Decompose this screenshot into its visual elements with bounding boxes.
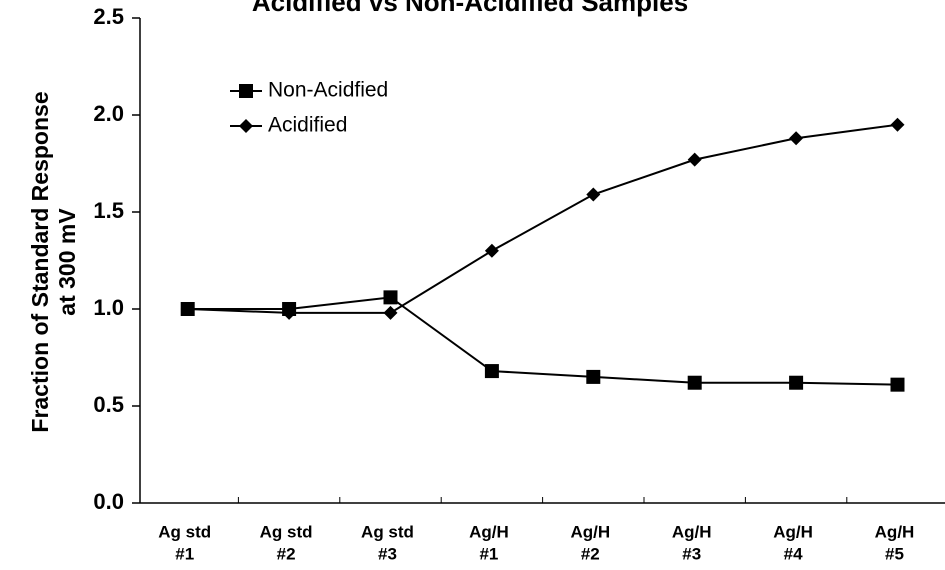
chart-title: Acidified vs Non-Acidified Samples <box>252 0 688 17</box>
series-line <box>187 123 898 314</box>
x-tick-label: #4 <box>784 544 803 563</box>
x-tick-label: Ag std <box>260 522 313 541</box>
data-point <box>890 377 905 392</box>
y-tick-label: 1.0 <box>93 295 124 320</box>
x-tick-label: #3 <box>378 544 397 563</box>
data-point <box>180 302 195 316</box>
y-axis-title-line: Fraction of Standard Response <box>27 91 53 432</box>
y-tick-label: 2.0 <box>93 101 124 126</box>
legend-marker <box>239 84 253 98</box>
y-axis-title: Fraction of Standard Response at 300 mV <box>27 91 80 432</box>
y-tick-label: 0.5 <box>93 392 124 417</box>
data-point <box>383 290 398 305</box>
data-point <box>383 305 398 320</box>
legend-label: Acidified <box>268 114 347 137</box>
data-point <box>484 243 499 258</box>
data-point <box>282 305 297 320</box>
series-line <box>187 296 898 386</box>
y-tick-label: 1.5 <box>93 198 124 223</box>
x-tick-label: #1 <box>479 544 498 563</box>
data-point <box>687 375 702 390</box>
x-tick-label: Ag/H <box>570 522 610 541</box>
y-tick-label: 0.0 <box>93 489 124 514</box>
data-point <box>586 369 601 384</box>
y-tick-label: 2.5 <box>93 4 124 29</box>
x-tick-label: Ag/H <box>672 522 712 541</box>
data-point <box>789 375 804 390</box>
data-point <box>484 364 499 379</box>
y-axis-title-line: at 300 mV <box>54 208 80 316</box>
data-point <box>890 117 905 132</box>
x-tick-label: #5 <box>885 544 904 563</box>
data-point <box>687 152 702 167</box>
x-tick-label: Ag std <box>361 522 414 541</box>
x-tick-label: #3 <box>682 544 701 563</box>
x-tick-label: #2 <box>581 544 600 563</box>
x-tick-label: #2 <box>277 544 296 563</box>
x-tick-label: #1 <box>175 544 194 563</box>
x-tick-label: Ag/H <box>875 522 915 541</box>
data-point <box>789 131 804 146</box>
legend-label: Non-Acidfied <box>268 79 388 102</box>
x-tick-label: Ag std <box>158 522 211 541</box>
x-tick-label: Ag/H <box>773 522 813 541</box>
legend-marker <box>239 119 253 133</box>
data-point <box>586 187 601 202</box>
x-tick-label: Ag/H <box>469 522 509 541</box>
